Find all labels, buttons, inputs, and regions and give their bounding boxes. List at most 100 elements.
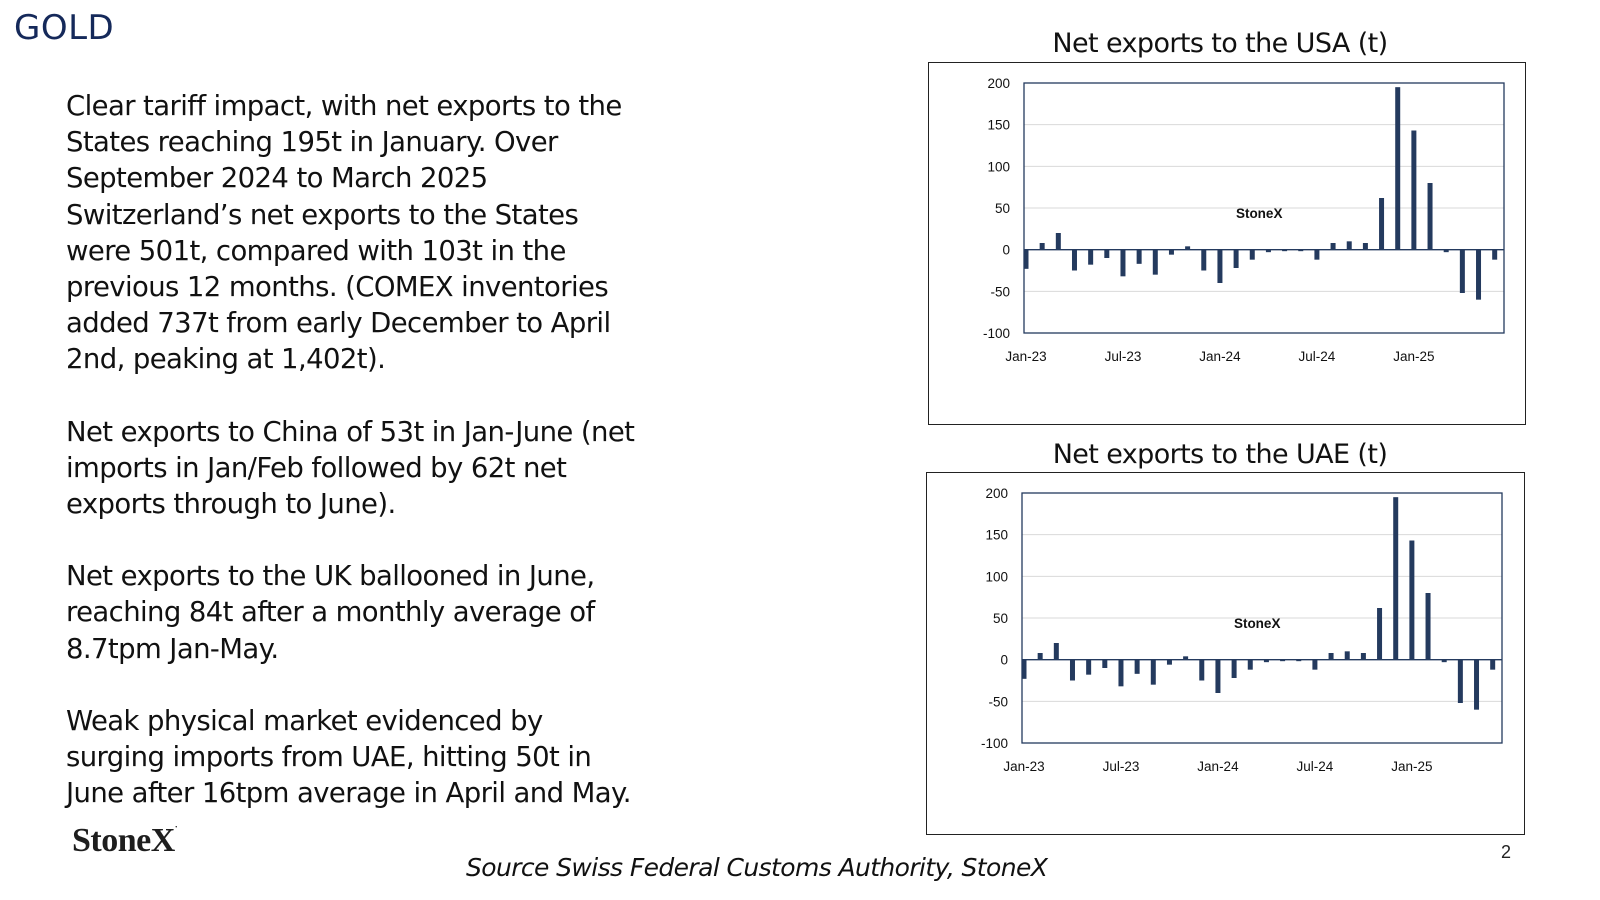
- bar: [1055, 233, 1061, 250]
- bar: [1120, 249, 1126, 277]
- bar: [1166, 659, 1172, 665]
- bar: [1362, 243, 1368, 250]
- bar: [1136, 249, 1142, 264]
- bar: [1441, 659, 1447, 663]
- bar: [1425, 593, 1431, 660]
- body-text: Clear tariff impact, with net exports to…: [66, 88, 646, 847]
- bar: [1037, 653, 1043, 660]
- stonex-logo: StoneX·: [72, 822, 178, 860]
- plot-area: [1023, 82, 1505, 334]
- x-tick-label: Jul-24: [1297, 759, 1334, 774]
- chart-uae-title: Net exports to the UAE (t): [1052, 439, 1388, 470]
- bar: [1069, 659, 1075, 681]
- bar: [1249, 249, 1255, 260]
- y-tick-label: -100: [981, 736, 1008, 751]
- y-tick-label: -50: [988, 694, 1008, 709]
- bar: [1023, 249, 1029, 269]
- bar: [1168, 249, 1174, 255]
- bar: [1247, 659, 1253, 670]
- paragraph-uk: Net exports to the UK ballooned in June,…: [66, 560, 595, 665]
- y-tick-label: 150: [985, 528, 1008, 543]
- bar: [1492, 249, 1498, 260]
- bar: [1344, 651, 1350, 660]
- watermark-logo: StoneX: [1236, 206, 1283, 221]
- bar: [1314, 249, 1320, 260]
- bar: [1102, 659, 1108, 668]
- bar: [1199, 659, 1205, 681]
- chart-usa-title: Net exports to the USA (t): [1052, 28, 1388, 59]
- bar: [1217, 249, 1223, 283]
- bar: [1312, 659, 1318, 670]
- bar: [1039, 243, 1045, 250]
- y-tick-label: 100: [987, 159, 1010, 174]
- bar: [1231, 659, 1237, 678]
- logo-text: StoneX: [72, 822, 175, 859]
- paragraph-china: Net exports to China of 53t in Jan-June …: [66, 415, 635, 521]
- bar: [1395, 87, 1401, 250]
- bar: [1134, 659, 1140, 674]
- bar: [1393, 497, 1399, 660]
- watermark-logo: StoneX: [1234, 616, 1281, 631]
- bar: [1377, 608, 1383, 660]
- y-tick-label: 50: [993, 611, 1008, 626]
- bar: [1280, 659, 1286, 662]
- bar: [1088, 249, 1094, 265]
- bar: [1328, 653, 1334, 660]
- bar: [1053, 643, 1059, 660]
- chart-usa: 200 150 100 50 0 -50 -100 StoneX Jan-23 Jul-23 Jan…: [928, 62, 1526, 425]
- bar: [1263, 659, 1269, 663]
- chart-uae: 200 150 100 50 0 -50 -100 StoneX Jan-23 Jul-23 Jan…: [926, 472, 1525, 835]
- bar: [1233, 249, 1239, 268]
- bar: [1021, 659, 1027, 679]
- x-tick-label: Jul-24: [1299, 349, 1336, 364]
- bar: [1459, 249, 1465, 293]
- bar: [1379, 198, 1385, 250]
- y-tick-label: 150: [987, 118, 1010, 133]
- y-tick-label: 200: [985, 486, 1008, 501]
- bar: [1104, 249, 1110, 258]
- bar: [1490, 659, 1496, 670]
- bar: [1427, 183, 1433, 250]
- bar: [1118, 659, 1124, 687]
- x-tick-label: Jan-25: [1391, 759, 1432, 774]
- chart-svg: 200 150 100 50 0 -50 -100 StoneX Jan-23 Jul-23 Jan…: [981, 486, 1503, 774]
- y-tick-label: -100: [983, 326, 1010, 341]
- chart-svg: 200 150 100 50 0 -50 -100 StoneX Jan-23 Jul-23 Jan…: [983, 76, 1505, 364]
- x-tick-label: Jan-24: [1199, 349, 1241, 364]
- bar: [1265, 249, 1271, 253]
- y-tick-label: 200: [987, 76, 1010, 91]
- paragraph-usa: Clear tariff impact, with net exports to…: [66, 90, 622, 376]
- paragraph-uae: Weak physical market evidenced by surgin…: [66, 704, 631, 810]
- bar: [1409, 540, 1415, 660]
- bar: [1296, 659, 1302, 662]
- x-tick-label: Jan-23: [1003, 759, 1044, 774]
- bar: [1346, 241, 1352, 250]
- x-tick-label: Jul-23: [1105, 349, 1142, 364]
- bar: [1071, 249, 1077, 271]
- bar: [1215, 659, 1221, 693]
- x-tick-label: Jan-25: [1393, 349, 1434, 364]
- bar: [1476, 249, 1482, 300]
- bar: [1457, 659, 1463, 703]
- bar: [1443, 249, 1449, 253]
- bar: [1474, 659, 1480, 710]
- y-tick-label: 0: [1000, 653, 1008, 668]
- bar: [1183, 656, 1189, 660]
- source-note: Source Swiss Federal Customs Authority, …: [466, 853, 1048, 882]
- bar: [1411, 130, 1417, 250]
- slide-title: GOLD: [14, 8, 115, 48]
- x-tick-label: Jan-23: [1005, 349, 1046, 364]
- bar: [1360, 653, 1366, 660]
- logo-mark: ·: [174, 822, 178, 832]
- bar: [1298, 249, 1304, 252]
- y-tick-label: 50: [995, 201, 1010, 216]
- plot-area: [1021, 492, 1503, 744]
- x-tick-label: Jan-24: [1197, 759, 1239, 774]
- bar: [1150, 659, 1156, 685]
- bar: [1201, 249, 1207, 271]
- y-tick-label: 100: [985, 569, 1008, 584]
- x-tick-label: Jul-23: [1103, 759, 1140, 774]
- page-number: 2: [1501, 842, 1512, 862]
- bar: [1282, 249, 1288, 252]
